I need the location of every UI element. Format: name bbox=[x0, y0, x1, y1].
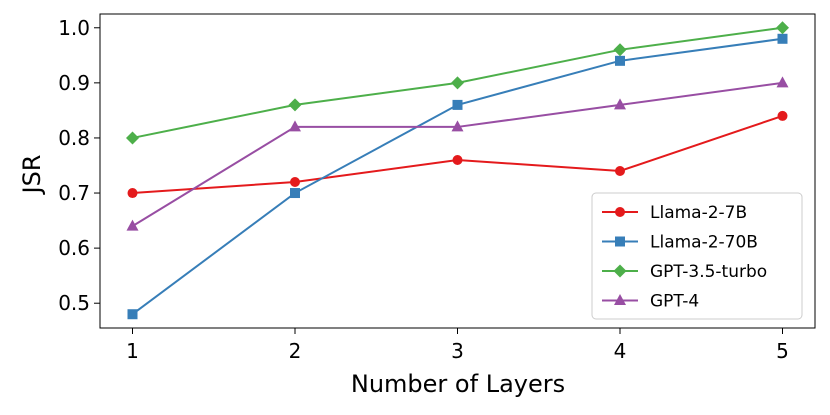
y-tick-label: 0.8 bbox=[58, 126, 90, 150]
x-tick-label: 2 bbox=[289, 339, 302, 363]
data-point-gpt-3-5-turbo bbox=[613, 43, 627, 57]
data-point-llama-2-7b bbox=[615, 166, 625, 176]
data-point-llama-2-70b bbox=[452, 99, 463, 110]
legend-marker-llama-2-70b bbox=[615, 236, 625, 247]
data-point-gpt-3-5-turbo bbox=[288, 98, 302, 112]
x-tick-label: 1 bbox=[126, 339, 139, 363]
data-point-llama-2-7b bbox=[452, 154, 463, 165]
data-point-llama-2-70b bbox=[127, 309, 138, 320]
data-point-llama-2-70b bbox=[777, 33, 788, 44]
data-point-llama-2-7b bbox=[777, 110, 788, 121]
legend-box bbox=[591, 192, 803, 320]
legend-label-gpt-4: GPT-4 bbox=[650, 292, 699, 312]
data-point-gpt-3-5-turbo bbox=[451, 76, 464, 90]
y-tick-label: 0.9 bbox=[58, 71, 90, 95]
data-point-gpt-4 bbox=[776, 76, 789, 88]
data-point-llama-2-7b bbox=[127, 188, 138, 199]
legend-marker-gpt-4 bbox=[614, 294, 626, 305]
data-point-gpt-4 bbox=[126, 219, 139, 231]
data-point-llama-2-7b bbox=[290, 177, 300, 188]
data-point-gpt-4 bbox=[614, 98, 626, 110]
legend-marker-llama-2-7b bbox=[615, 207, 625, 217]
legend: Llama-2-7B Llama-2-70B GPT-3.5-turbo GPT-4 bbox=[591, 192, 803, 320]
data-point-gpt-3-5-turbo bbox=[126, 131, 139, 145]
x-tick-label: 4 bbox=[614, 339, 627, 363]
legend-label-llama-2-70b: Llama-2-70B bbox=[650, 233, 758, 253]
data-point-gpt-3-5-turbo bbox=[776, 21, 789, 35]
x-axis-label: Number of Layers bbox=[351, 370, 565, 398]
y-axis-label: JSR bbox=[18, 155, 46, 196]
data-point-gpt-4 bbox=[451, 120, 464, 132]
y-tick-label: 1.0 bbox=[58, 16, 90, 40]
data-point-llama-2-70b bbox=[290, 188, 300, 199]
data-point-gpt-4 bbox=[289, 120, 301, 132]
y-tick-label: 0.5 bbox=[58, 291, 90, 315]
legend-marker-gpt-3-5-turbo bbox=[613, 264, 627, 278]
legend-label-gpt-3-5-turbo: GPT-3.5-turbo bbox=[650, 262, 767, 282]
data-point-llama-2-70b bbox=[615, 55, 625, 66]
x-tick-label: 5 bbox=[776, 339, 789, 363]
legend-label-llama-2-7b: Llama-2-7B bbox=[650, 203, 747, 223]
y-tick-label: 0.7 bbox=[58, 181, 90, 205]
y-tick-label: 0.6 bbox=[58, 236, 90, 260]
x-tick-label: 3 bbox=[451, 339, 464, 363]
